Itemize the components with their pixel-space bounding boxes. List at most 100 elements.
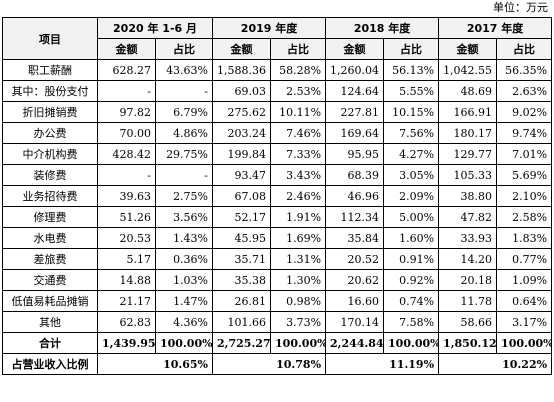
amount-cell: 67.08 [212, 185, 272, 207]
header-row-periods: 项目 2020 年 1-6 月 2019 年度 2018 年度 2017 年度 [2, 17, 553, 60]
header-period-2019: 2019 年度 [212, 17, 327, 39]
revenue-ratio-row: 占营业收入比例 10.65% 10.78% 11.19% 10.22% [2, 353, 553, 375]
ratio-cell: 1.31% [270, 248, 327, 270]
row-item-label: 职工薪酬 [2, 59, 98, 81]
amount-cell: 14.20 [438, 248, 498, 270]
ratio-cell: 0.77% [496, 248, 553, 270]
total-row: 合计 1,439.95 100.00% 2,725.27 100.00% 2,2… [2, 332, 553, 354]
table-row: 业务招待费 39.63 2.75% 67.08 2.46% 46.96 2.09% 38.80… [2, 185, 553, 207]
table-row: 其他 62.83 4.36% 101.66 3.73% 170.14 7.58% 58.66 3… [2, 311, 553, 333]
amount-cell: 166.91 [438, 101, 498, 123]
amount-cell: 170.14 [325, 311, 385, 333]
amount-cell: 45.95 [212, 227, 272, 249]
ratio-cell: 1.69% [270, 227, 327, 249]
row-item-label: 办公费 [2, 122, 98, 144]
amount-cell: 227.81 [325, 101, 385, 123]
amount-cell: - [97, 80, 156, 102]
table-row: 其中：股份支付 - -69.03 2.53% 124.64 5.55% 48.69 2.63% [2, 80, 553, 102]
ratio-cell: 1.03% [154, 269, 214, 291]
amount-cell: 124.64 [325, 80, 385, 102]
amount-cell: 628.27 [97, 59, 156, 81]
amount-cell: 95.95 [325, 143, 385, 165]
revenue-ratio-cell: 10.65% [96, 353, 214, 375]
amount-cell: 275.62 [212, 101, 272, 123]
amount-cell: 51.26 [97, 206, 156, 228]
ratio-cell: 3.43% [270, 164, 327, 186]
total-cell: 2,725.27 [212, 332, 272, 354]
amount-cell: 48.69 [438, 80, 498, 102]
ratio-cell: 2.75% [154, 185, 214, 207]
ratio-cell: 9.02% [496, 101, 553, 123]
header-period-2018: 2018 年度 [325, 17, 440, 39]
amount-cell: 70.00 [97, 122, 156, 144]
ratio-cell: 10.11% [270, 101, 327, 123]
amount-cell: 26.81 [212, 290, 272, 312]
ratio-cell: 3.17% [496, 311, 553, 333]
row-item-label: 交通费 [2, 269, 98, 291]
amount-cell: 129.77 [438, 143, 498, 165]
amount-cell: 180.17 [438, 122, 498, 144]
amount-cell: 62.83 [97, 311, 156, 333]
total-label: 合计 [2, 332, 98, 354]
ratio-cell: 2.10% [496, 185, 553, 207]
amount-cell: 39.63 [97, 185, 156, 207]
revenue-ratio-cell: 11.19% [325, 353, 440, 375]
row-item-label: 其中：股份支付 [2, 80, 98, 102]
ratio-cell: 5.69% [496, 164, 553, 186]
ratio-cell: 2.46% [270, 185, 327, 207]
total-cell: 100.00% [270, 332, 327, 354]
header-amount: 金额 [97, 38, 156, 60]
ratio-cell: 0.92% [383, 269, 440, 291]
amount-cell: 1,042.55 [438, 59, 498, 81]
table-row: 装修费 - -93.47 3.43% 68.39 3.05% 105.33 5.69% [2, 164, 553, 186]
row-item-label: 差旅费 [2, 248, 98, 270]
ratio-cell: 9.74% [496, 122, 553, 144]
amount-cell: 33.93 [438, 227, 498, 249]
ratio-cell: 1.91% [270, 206, 327, 228]
amount-cell: 20.53 [97, 227, 156, 249]
amount-cell: 5.17 [97, 248, 156, 270]
ratio-cell: 0.36% [154, 248, 214, 270]
amount-cell: 47.82 [438, 206, 498, 228]
ratio-cell: 1.43% [154, 227, 214, 249]
ratio-cell: 1.60% [383, 227, 440, 249]
ratio-cell: 5.00% [383, 206, 440, 228]
ratio-cell: 29.75% [154, 143, 214, 165]
ratio-cell: 3.73% [270, 311, 327, 333]
table-row: 交通费 14.88 1.03% 35.38 1.30% 20.62 0.92% 20.18 1.… [2, 269, 553, 291]
amount-cell: 105.33 [438, 164, 498, 186]
table-row: 低值易耗品摊销 21.17 1.47% 26.81 0.98% 16.60 0.74% 11.… [2, 290, 553, 312]
amount-cell: 11.78 [438, 290, 498, 312]
amount-cell: 112.34 [325, 206, 385, 228]
total-cell: 100.00% [496, 332, 553, 354]
table-row: 折旧摊销费 97.82 6.79% 275.62 10.11% 227.81 10.15% 1… [2, 101, 553, 123]
row-item-label: 中介机构费 [2, 143, 98, 165]
amount-cell: 101.66 [212, 311, 272, 333]
ratio-cell: 0.64% [496, 290, 553, 312]
ratio-cell: 1.83% [496, 227, 553, 249]
amount-cell: 38.80 [438, 185, 498, 207]
header-amount: 金额 [325, 38, 385, 60]
ratio-cell: 1.30% [270, 269, 327, 291]
amount-cell: 35.84 [325, 227, 385, 249]
total-cell: 100.00% [383, 332, 440, 354]
table-row: 办公费 70.00 4.86% 203.24 7.46% 169.64 7.56% 180.1… [2, 122, 553, 144]
amount-cell: 52.17 [212, 206, 272, 228]
amount-cell: 428.42 [97, 143, 156, 165]
header-period-2020: 2020 年 1-6 月 [96, 17, 214, 39]
table-row: 修理费 51.26 3.56% 52.17 1.91% 112.34 5.00% 47.82 2… [2, 206, 553, 228]
ratio-cell: 4.86% [154, 122, 214, 144]
ratio-cell: 2.58% [496, 206, 553, 228]
revenue-ratio-label: 占营业收入比例 [2, 353, 98, 375]
total-cell: 2,244.84 [325, 332, 385, 354]
ratio-cell: 4.36% [154, 311, 214, 333]
header-amount: 金额 [438, 38, 498, 60]
table-row: 职工薪酬 628.27 43.63% 1,588.36 58.28% 1,260.04 56… [2, 59, 553, 81]
ratio-cell: 10.15% [383, 101, 440, 123]
amount-cell: 21.17 [97, 290, 156, 312]
ratio-cell: 7.33% [270, 143, 327, 165]
header-row-metrics: 金额 占比 金额 占比 金额 占比 金额 占比 [3, 38, 553, 60]
table-row: 中介机构费 428.42 29.75% 199.84 7.33% 95.95 4.27% 12… [2, 143, 553, 165]
ratio-cell: 56.13% [383, 59, 440, 81]
ratio-cell: 7.56% [383, 122, 440, 144]
